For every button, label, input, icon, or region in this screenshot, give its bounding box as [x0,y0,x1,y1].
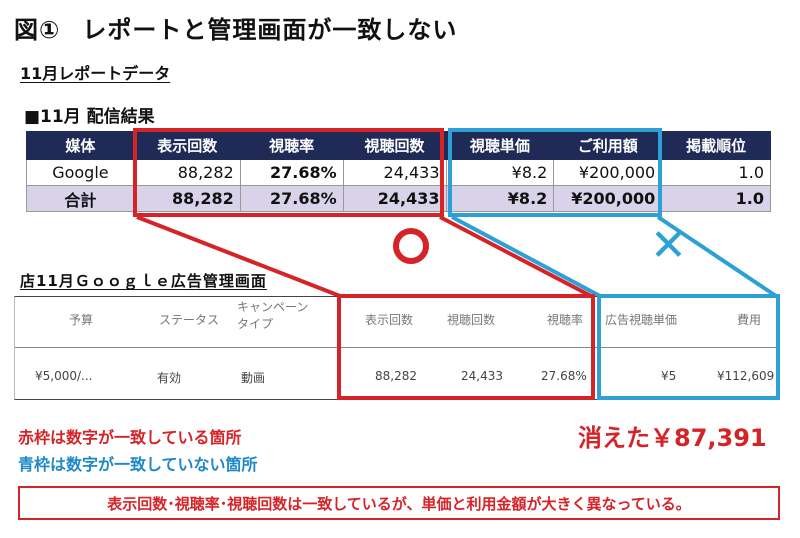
cell-total-spend: ¥200,000 [553,185,663,212]
mismatch-cross-icon: ✕ [650,220,687,271]
match-highlight-frame-admin [337,294,595,400]
header-media: 媒体 [26,131,135,160]
cell-rank: 1.0 [661,159,771,186]
cell-total-label: 合計 [26,185,135,212]
blue-connector-right [656,215,778,298]
cell-views: 24,433 [342,159,447,186]
cell-total-impressions: 88,282 [133,185,241,212]
admin-cell-cost-per-view: ¥5 [661,369,677,383]
report-header-row: 媒体 表示回数 視聴率 視聴回数 視聴単価 ご利用額 掲載順位 [26,131,771,160]
cell-media: Google [26,159,135,186]
admin-header-budget: 予算 [69,313,94,327]
cell-total-rank: 1.0 [661,185,771,212]
admin-cell-campaign-type: 動画 [241,371,266,385]
header-view-rate: 視聴率 [239,131,344,160]
cell-total-view-rate: 27.68% [239,185,344,212]
admin-section-label: 店11月Ｇｏｏｇｌｅ広告管理画面 [20,272,267,290]
cell-total-cost-per-view: ¥8.2 [445,185,555,212]
cell-view-rate: 27.68% [239,159,344,186]
figure-number: 図① [14,16,61,44]
admin-header-campaign-type: キャンペーン タイプ [237,300,309,331]
admin-header-impressions: 表示回数 [365,313,414,327]
header-impressions: 表示回数 [133,131,241,160]
admin-header-cost: 費用 [737,313,762,327]
report-table: 媒体 表示回数 視聴率 視聴回数 視聴単価 ご利用額 掲載順位 Google 8… [26,131,771,212]
vanished-amount: 消えた￥87,391 [578,424,767,452]
admin-header-status: ステータス [159,313,220,327]
figure-title: 図① レポートと管理画面が一致しない [14,10,457,45]
admin-cell-views: 24,433 [461,369,503,383]
report-section-label: 11月レポートデータ [20,64,171,83]
admin-panel-table: 予算 ステータス キャンペーン タイプ 表示回数 視聴回数 視聴率 広告視聴単価… [14,296,778,400]
red-connector-left [136,215,341,298]
header-cost-per-view: 視聴単価 [445,131,555,160]
cell-total-views: 24,433 [342,185,447,212]
blue-connector-left [451,215,601,298]
match-circle-icon [393,228,429,264]
admin-cell-budget: ¥5,000/... [35,369,93,383]
summary-note: 表示回数･視聴率･視聴回数は一致しているが、単価と利用金額が大きく異なっている。 [18,486,780,520]
delivery-results-heading: ■11月 配信結果 [24,107,155,127]
red-connector-right [439,215,592,298]
admin-header-view-rate: 視聴率 [547,313,584,327]
header-spend: ご利用額 [553,131,663,160]
cell-cost-per-view: ¥8.2 [445,159,555,186]
admin-header-views: 視聴回数 [447,313,496,327]
match-highlight-frame-report [133,128,444,217]
admin-header-cost-per-view: 広告視聴単価 [605,313,678,327]
admin-cell-view-rate: 27.68% [541,369,587,383]
admin-cell-cost: ¥112,609 [717,369,775,383]
figure-title-text: レポートと管理画面が一致しない [82,16,458,44]
header-rank: 掲載順位 [661,131,771,160]
admin-cell-impressions: 88,282 [375,369,417,383]
header-views: 視聴回数 [342,131,447,160]
table-row-total: 合計 88,282 27.68% 24,433 ¥8.2 ¥200,000 1.… [26,185,771,212]
mismatch-highlight-frame-admin [597,294,780,400]
admin-header-divider [15,347,777,348]
admin-cell-status: 有効 [157,371,182,385]
mismatch-highlight-frame-report [448,128,662,217]
legend-red-frame: 赤枠は数字が一致している箇所 [18,428,242,447]
cell-impressions: 88,282 [133,159,241,186]
legend-blue-frame: 青枠は数字が一致していない箇所 [18,455,258,474]
